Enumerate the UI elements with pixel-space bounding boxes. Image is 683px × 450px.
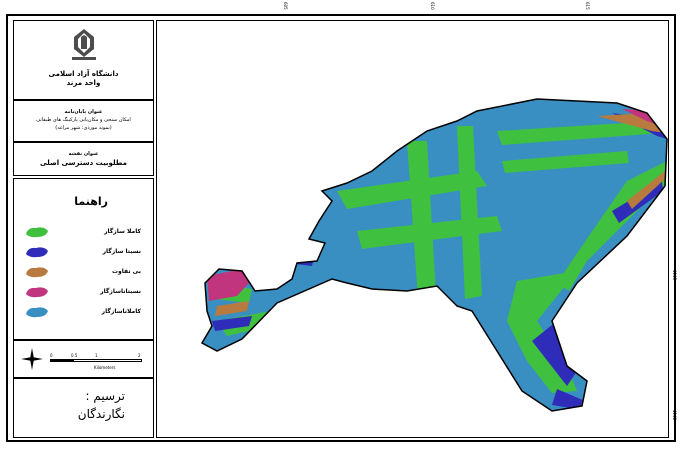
thesis-box: عنوان پایان‌نامه امکان سنجی و مکان‌یابی …	[13, 100, 154, 142]
legend-title: راهنما	[74, 195, 108, 208]
scale-label-1: 0.5	[71, 353, 78, 358]
thesis-line2: (نمونه موردی: شهر مراغه)	[55, 125, 112, 131]
north-arrow-icon	[21, 348, 43, 370]
thesis-heading: عنوان پایان‌نامه	[64, 109, 103, 115]
green-blob-icon	[26, 227, 48, 238]
legend-item: نسبتا سازگار	[24, 245, 149, 259]
scale-label-3: 2	[138, 353, 141, 358]
legend-item: بی تفاوت	[24, 265, 149, 279]
city-boundary	[200, 98, 668, 412]
suitability-map	[200, 98, 668, 412]
blue-blob-icon	[26, 247, 48, 258]
tick-top-0: 605	[283, 2, 288, 10]
legend-label: کاملاناسازگار	[101, 308, 141, 315]
legend-item: کاملاناسازگار	[24, 305, 149, 319]
credits-heading: ترسیم :	[85, 389, 125, 403]
scale-label-0: 0	[50, 353, 53, 358]
legend-label: نسبتاناسازگار	[100, 288, 141, 295]
scale-bar	[50, 359, 142, 362]
legend-label: کاملا سازگار	[104, 228, 141, 235]
university-branch: واحد مرند	[66, 79, 101, 87]
scale-unit: Kilometers	[94, 365, 116, 370]
legend-label: بی تفاوت	[112, 268, 141, 275]
map-title-value: مطلوبیت دسترسی اصلی	[40, 159, 127, 167]
legend-box: راهنما کاملا سازگار نسبتا سازگار بی تفاوت ن…	[13, 178, 154, 340]
tick-right-1: 4140	[672, 410, 677, 421]
map-canvas	[156, 20, 669, 438]
map-title-heading: عنوان نقشه	[68, 151, 99, 157]
credits-value: نگارندگان	[77, 407, 125, 421]
legend-item: نسبتاناسازگار	[24, 285, 149, 299]
university-box: دانشگاه آزاد اسلامی واحد مرند	[13, 20, 154, 100]
tick-right-0: 4145	[672, 270, 677, 281]
magenta-blob-icon	[26, 287, 48, 298]
brown-blob-icon	[26, 267, 48, 278]
map-title-box: عنوان نقشه مطلوبیت دسترسی اصلی	[13, 142, 154, 176]
scale-box: 0 0.5 1 2 Kilometers	[13, 340, 154, 378]
legend-label: نسبتا سازگار	[102, 248, 141, 255]
university-logo-icon	[72, 29, 96, 60]
legend-item: کاملا سازگار	[24, 225, 149, 239]
thesis-line1: امکان سنجی و مکان‌یابی پارکینگ های طبقات…	[36, 117, 131, 123]
tick-top-2: 615	[585, 2, 590, 10]
tick-top-1: 610	[430, 2, 435, 10]
scale-label-2: 1	[95, 353, 98, 358]
teal-blob-icon	[26, 307, 48, 318]
credits-box: ترسیم : نگارندگان	[13, 378, 154, 438]
university-name: دانشگاه آزاد اسلامی	[48, 70, 119, 78]
